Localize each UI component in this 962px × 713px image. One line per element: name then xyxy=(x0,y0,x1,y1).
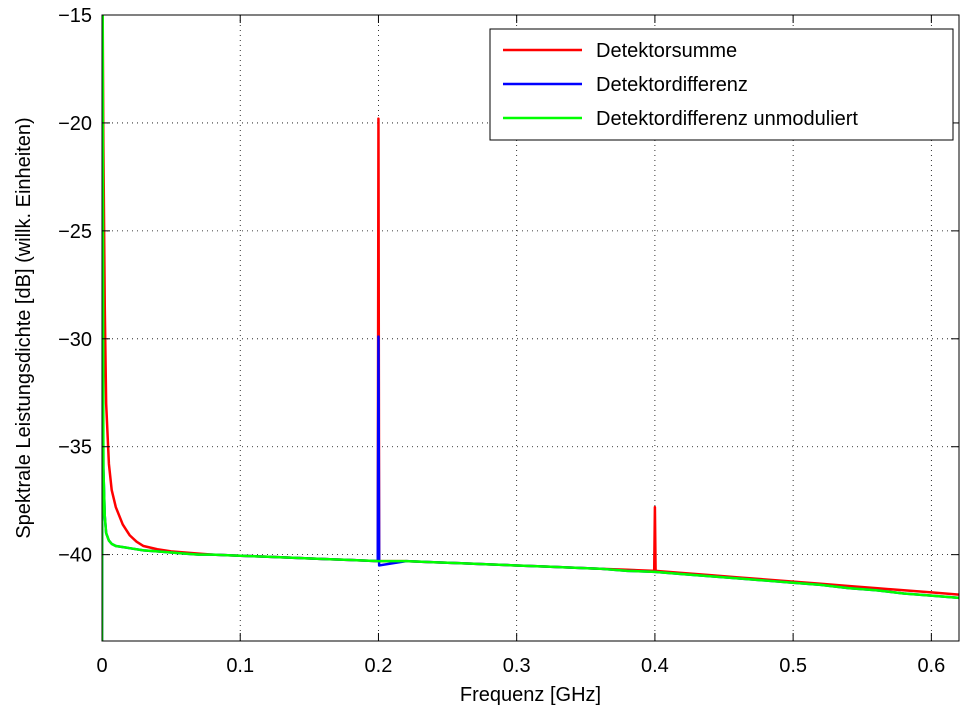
y-tick-label: −30 xyxy=(58,329,92,351)
x-tick-labels: 0 0.1 0.2 0.3 0.4 0.5 0.6 xyxy=(96,655,945,677)
legend: Detektorsumme Detektordifferenz Detektordi… xyxy=(489,28,954,141)
y-tick-label: −20 xyxy=(58,113,92,135)
legend-entry-1: Detektorsumme xyxy=(596,40,737,62)
x-axis-label: Frequenz [GHz] xyxy=(460,684,601,706)
x-tick-label: 0.1 xyxy=(226,655,254,677)
y-tick-labels: −40 −35 −30 −25 −20 −15 xyxy=(58,5,92,567)
axes xyxy=(101,14,960,642)
x-tick-label: 0.5 xyxy=(779,655,807,677)
x-tick-label: 0.6 xyxy=(917,655,945,677)
x-tick-label: 0.4 xyxy=(641,655,669,677)
plot-frame xyxy=(101,14,960,642)
y-tick-label: −15 xyxy=(58,5,92,27)
y-tick-label: −25 xyxy=(58,221,92,243)
y-tick-label: −40 xyxy=(58,545,92,567)
series-line-3 xyxy=(102,15,959,641)
y-axis-label: Spektrale Leistungsdichte [dB] (willk. E… xyxy=(13,117,35,538)
x-tick-label: 0.2 xyxy=(365,655,393,677)
legend-entry-2: Detektordifferenz xyxy=(596,74,748,96)
series-layer xyxy=(102,15,959,641)
legend-entry-3: Detektordifferenz unmoduliert xyxy=(596,108,858,130)
x-tick-label: 0.3 xyxy=(503,655,531,677)
x-tick-label: 0 xyxy=(96,655,107,677)
y-tick-label: −35 xyxy=(58,437,92,459)
